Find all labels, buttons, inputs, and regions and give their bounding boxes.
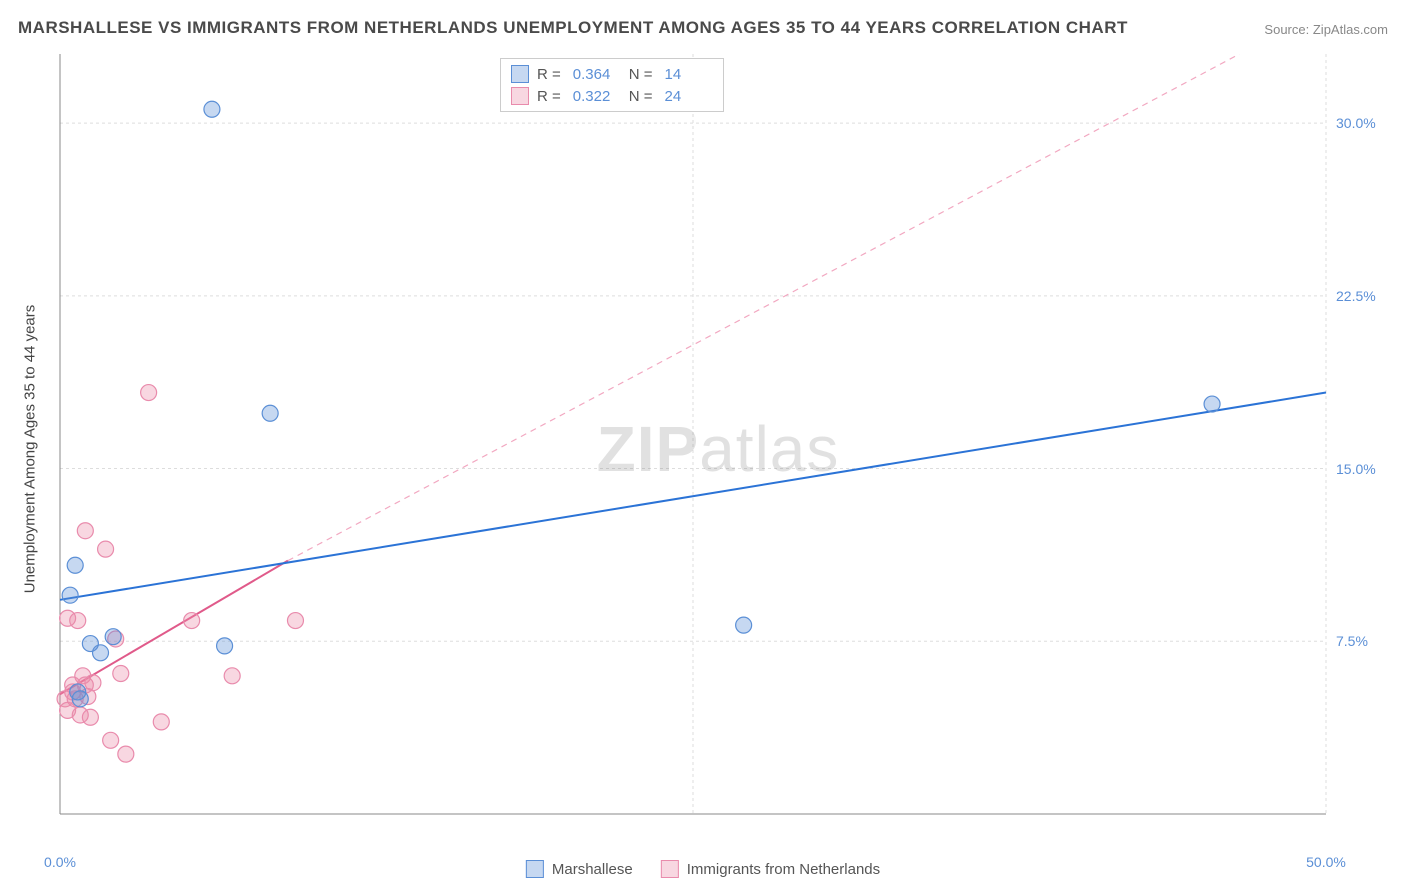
source-attribution: Source: ZipAtlas.com xyxy=(1264,22,1388,37)
swatch-pink xyxy=(661,860,679,878)
y-tick-label: 15.0% xyxy=(1336,461,1396,477)
series-legend: Marshallese Immigrants from Netherlands xyxy=(526,860,880,878)
correlation-legend: R = 0.364 N = 14 R = 0.322 N = 24 xyxy=(500,58,724,112)
chart-container: Unemployment Among Ages 35 to 44 years Z… xyxy=(50,54,1386,844)
y-tick-label: 22.5% xyxy=(1336,288,1396,304)
r-label: R = xyxy=(537,66,561,83)
chart-title: MARSHALLESE VS IMMIGRANTS FROM NETHERLAN… xyxy=(18,18,1128,38)
n-value-1: 14 xyxy=(665,66,713,83)
y-tick-label: 30.0% xyxy=(1336,115,1396,131)
n-label: N = xyxy=(629,66,653,83)
source-value: ZipAtlas.com xyxy=(1313,22,1388,37)
r-value-1: 0.364 xyxy=(573,66,621,83)
x-tick-label: 0.0% xyxy=(44,854,76,870)
legend-label: Immigrants from Netherlands xyxy=(687,861,880,878)
n-value-2: 24 xyxy=(665,88,713,105)
swatch-blue xyxy=(511,65,529,83)
swatch-blue xyxy=(526,860,544,878)
source-label: Source: xyxy=(1264,22,1309,37)
swatch-pink xyxy=(511,87,529,105)
scatter-chart xyxy=(50,54,1386,844)
legend-label: Marshallese xyxy=(552,861,633,878)
legend-row-netherlands: R = 0.322 N = 24 xyxy=(511,85,713,107)
r-label: R = xyxy=(537,88,561,105)
y-axis-label: Unemployment Among Ages 35 to 44 years xyxy=(22,305,39,594)
legend-item-marshallese: Marshallese xyxy=(526,860,633,878)
x-tick-label: 50.0% xyxy=(1306,854,1346,870)
r-value-2: 0.322 xyxy=(573,88,621,105)
y-tick-label: 7.5% xyxy=(1336,633,1396,649)
legend-item-netherlands: Immigrants from Netherlands xyxy=(661,860,880,878)
n-label: N = xyxy=(629,88,653,105)
legend-row-marshallese: R = 0.364 N = 14 xyxy=(511,63,713,85)
